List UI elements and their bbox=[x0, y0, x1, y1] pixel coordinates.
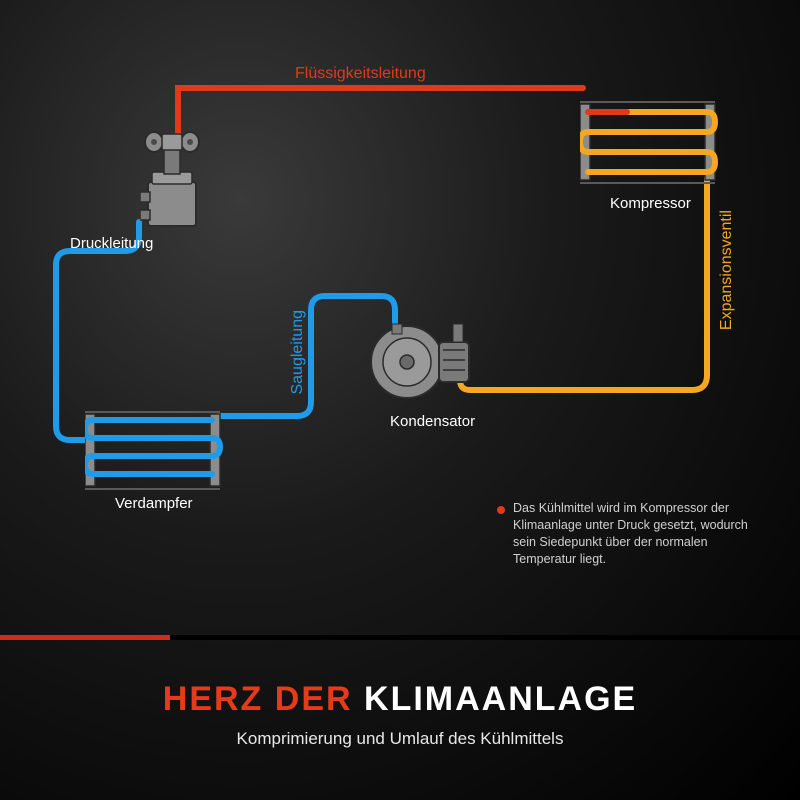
divider-bar bbox=[0, 635, 800, 640]
explanation-text: Das Kühlmittel wird im Kompressor der Kl… bbox=[513, 500, 763, 568]
condenser-label: Kondensator bbox=[390, 413, 475, 430]
compressor-label: Kompressor bbox=[610, 195, 691, 212]
explanation-bullet-icon bbox=[497, 506, 505, 514]
subtitle: Komprimierung und Umlauf des Kühlmittels bbox=[0, 729, 800, 749]
title-main: HERZ DER KLIMAANLAGE bbox=[0, 680, 800, 719]
suction-line-2 bbox=[56, 222, 139, 440]
expansion-valve-label: Expansionsventil bbox=[718, 210, 736, 330]
divider-black bbox=[170, 635, 800, 640]
suction-line-label: Saugleitung bbox=[289, 310, 307, 395]
liquid-line bbox=[178, 88, 583, 135]
title-part1: HERZ DER bbox=[163, 680, 353, 718]
condenser-component bbox=[365, 320, 475, 405]
liquid-line-label: Flüssigkeitsleitung bbox=[295, 65, 426, 83]
divider-red bbox=[0, 635, 170, 640]
title-part2: KLIMAANLAGE bbox=[353, 680, 638, 718]
compressor-coil bbox=[580, 100, 720, 190]
expansion-valve bbox=[140, 130, 204, 230]
title-block: HERZ DER KLIMAANLAGE Komprimierung und U… bbox=[0, 680, 800, 749]
evaporator-label: Verdampfer bbox=[115, 495, 193, 512]
diagram-area: Flüssigkeitsleitung Expansionsventil Sau… bbox=[0, 0, 800, 620]
pressure-line-label: Druckleitung bbox=[70, 235, 153, 252]
evaporator-coil bbox=[85, 410, 225, 495]
